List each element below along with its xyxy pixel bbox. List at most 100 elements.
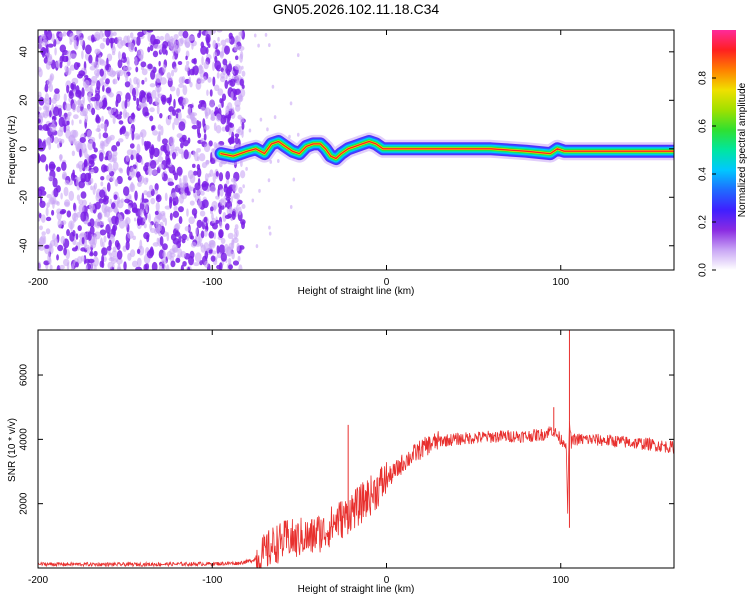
noise-blob [211,217,216,224]
noise-blob [105,87,112,94]
noise-blob [39,154,47,163]
noise-blob [116,242,121,251]
colorbar-tick-label: 0.4 [698,167,709,181]
noise-blob-sparse [289,101,293,106]
noise-blob [98,152,104,162]
y-tick-label: -40 [19,238,30,253]
noise-blob [171,152,177,160]
noise-blob [196,147,202,153]
noise-blob [227,232,234,240]
noise-blob [183,149,189,160]
noise-blob [66,84,70,94]
noise-blob [232,182,238,192]
noise-blob [56,166,61,172]
noise-blob [95,116,101,124]
noise-blob [217,88,224,96]
noise-blob [180,191,188,200]
noise-blob [174,45,181,54]
noise-blob [178,216,183,225]
noise-blob [216,245,220,254]
noise-blob [224,223,230,231]
noise-blob [99,58,105,65]
noise-blob [45,228,51,235]
noise-blob [214,60,221,71]
noise-blob [231,75,238,80]
snr-background [38,330,674,568]
noise-blob [164,217,168,227]
noise-blob [210,116,216,121]
noise-blob [231,131,235,140]
ridge-band [220,140,674,160]
noise-blob [230,177,237,183]
noise-blob [127,60,130,67]
noise-blob [116,266,122,270]
noise-blob [193,187,196,194]
noise-blob [137,48,144,59]
noise-blob [180,251,187,258]
noise-blob [38,152,41,163]
noise-blob [178,121,186,131]
noise-blob [107,108,114,115]
noise-blob [236,75,240,83]
noise-blob [79,232,87,237]
noise-blob [238,264,243,270]
noise-blob [229,78,236,87]
noise-blob [77,141,83,152]
noise-blob [177,111,182,121]
noise-blob [207,43,211,48]
noise-blob [45,206,49,217]
noise-blob [38,112,46,118]
noise-blob [181,238,186,244]
noise-blob [78,199,84,205]
noise-blob [76,30,81,36]
noise-blob [219,221,223,229]
noise-blob [47,53,53,61]
noise-blob [76,256,83,264]
noise-blob [93,250,98,257]
noise-blob [199,210,206,217]
noise-blob [208,249,213,254]
noise-blob [58,116,65,127]
noise-blob [158,223,162,232]
snr-series-line [38,422,674,568]
noise-blob [233,44,239,52]
noise-blob [143,216,147,223]
y-tick-label: 2000 [19,492,30,515]
noise-blob [144,111,150,116]
noise-blob [99,229,107,236]
noise-blob [211,250,217,255]
noise-blob [93,61,100,70]
noise-blob [110,175,115,182]
noise-blob [212,76,216,87]
noise-blob-sparse [268,231,272,236]
x-tick-label: 0 [384,575,390,586]
noise-blob [219,98,223,104]
noise-blob [220,237,226,245]
noise-blob [171,244,179,253]
noise-blob-sparse [271,84,275,89]
noise-blob [235,55,239,61]
noise-blob [123,261,127,270]
noise-blob [133,217,137,222]
noise-blob [67,111,72,117]
noise-blob [48,83,54,92]
noise-blob [105,224,111,234]
noise-blob [93,182,98,190]
noise-blob [134,46,137,52]
noise-blob [191,163,196,168]
noise-blob [139,208,143,218]
noise-blob [241,70,246,77]
noise-blob [102,37,107,42]
noise-blob [49,123,57,133]
noise-blob [99,42,105,50]
noise-blob [154,96,158,106]
noise-blob [124,198,131,204]
noise-blob [75,261,79,268]
noise-blob [170,233,177,241]
noise-blob [84,166,89,171]
noise-blob [136,248,141,255]
noise-blob [148,213,151,223]
noise-blob [239,53,243,63]
noise-blob [75,245,79,250]
noise-blob [171,192,178,198]
